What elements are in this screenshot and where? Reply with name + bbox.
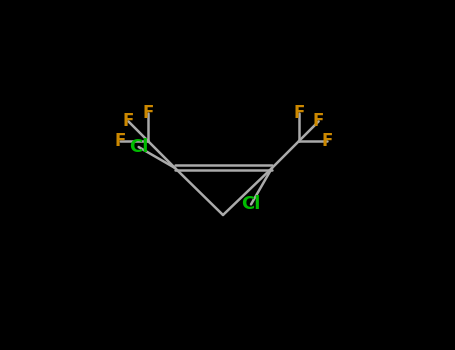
Text: F: F — [142, 104, 154, 122]
Text: F: F — [123, 112, 134, 130]
Text: F: F — [313, 112, 324, 130]
Text: Cl: Cl — [241, 195, 261, 214]
Text: F: F — [115, 132, 126, 150]
Text: Cl: Cl — [129, 138, 148, 156]
Text: F: F — [321, 132, 333, 150]
Text: F: F — [293, 104, 304, 122]
